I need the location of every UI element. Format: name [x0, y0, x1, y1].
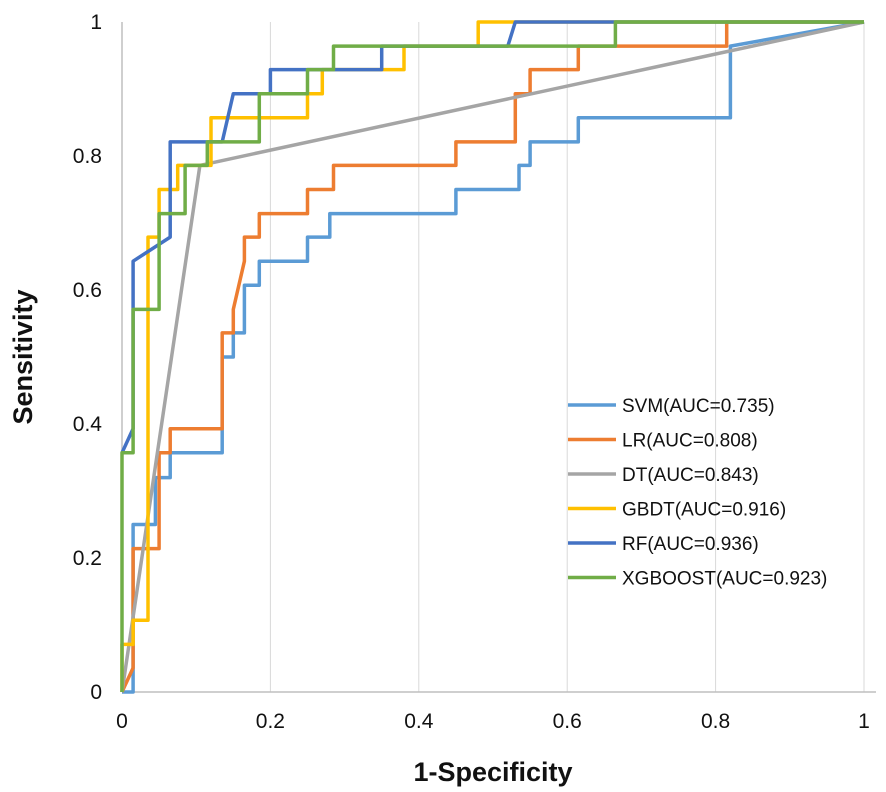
y-tick-label: 1	[90, 11, 102, 34]
series-line-rf	[120, 20, 864, 454]
legend-label: RF(AUC=0.936)	[622, 534, 759, 555]
legend: SVM(AUC=0.735) LR(AUC=0.808) DT(AUC=0.843)…	[568, 396, 827, 590]
legend-label: LR(AUC=0.808)	[622, 431, 758, 452]
x-axis-title: 1-Specificity	[413, 757, 572, 787]
y-tick-label: 0.6	[73, 279, 102, 302]
legend-item: RF(AUC=0.936)	[568, 534, 759, 555]
legend-item: XGBOOST(AUC=0.923)	[568, 569, 827, 590]
series-line-svm	[122, 20, 865, 694]
x-tick-label: 0.2	[256, 710, 285, 733]
legend-item: SVM(AUC=0.735)	[568, 396, 775, 417]
legend-label: XGBOOST(AUC=0.923)	[622, 569, 827, 590]
y-tick-label: 0.4	[73, 413, 103, 436]
legend-label: GBDT(AUC=0.916)	[622, 500, 786, 521]
y-tick-label: 0.8	[73, 145, 102, 168]
y-tick-label: 0.2	[73, 547, 102, 570]
legend-label: SVM(AUC=0.735)	[622, 396, 775, 417]
axes: 0 0.2 0.4 0.6 0.8 1 0 0.2 0.4 0.6 0.8 1	[73, 11, 876, 733]
legend-label: DT(AUC=0.843)	[622, 465, 759, 486]
x-tick-label: 0.6	[553, 710, 582, 733]
series-group	[120, 20, 865, 694]
y-axis-title: Sensitivity	[8, 289, 38, 424]
x-tick-label: 0.4	[404, 710, 434, 733]
series-line-xgboost	[120, 20, 864, 692]
legend-item: LR(AUC=0.808)	[568, 431, 758, 452]
y-tick-label: 0	[90, 681, 102, 704]
x-tick-label: 0.8	[701, 710, 730, 733]
series-line-lr	[120, 20, 864, 693]
legend-item: DT(AUC=0.843)	[568, 465, 759, 486]
series-line-gbdt	[120, 20, 864, 692]
x-tick-label: 1	[858, 710, 870, 733]
legend-item: GBDT(AUC=0.916)	[568, 500, 786, 521]
x-tick-label: 0	[116, 710, 128, 733]
